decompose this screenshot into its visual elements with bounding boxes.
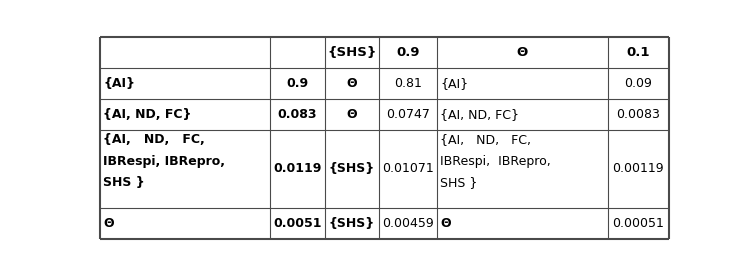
Text: {AI,   ND,   FC,
IBRespi,  IBRepro,
SHS }: {AI, ND, FC, IBRespi, IBRepro, SHS }: [440, 133, 551, 189]
Text: 0.00459: 0.00459: [382, 217, 433, 230]
Text: {SHS}: {SHS}: [327, 46, 376, 59]
Text: Θ: Θ: [517, 46, 528, 59]
Text: 0.1: 0.1: [626, 46, 650, 59]
Text: Θ: Θ: [346, 77, 357, 90]
Text: {AI}: {AI}: [103, 77, 135, 90]
Text: {AI, ND, FC}: {AI, ND, FC}: [103, 108, 191, 121]
Text: 0.083: 0.083: [278, 108, 317, 121]
Text: {AI,   ND,   FC,
IBRespi, IBRepro,
SHS }: {AI, ND, FC, IBRespi, IBRepro, SHS }: [103, 133, 225, 189]
Text: {AI, ND, FC}: {AI, ND, FC}: [440, 108, 520, 121]
Text: Θ: Θ: [440, 217, 451, 230]
Text: 0.81: 0.81: [394, 77, 422, 90]
Text: 0.00119: 0.00119: [613, 162, 664, 176]
Text: 0.9: 0.9: [286, 77, 308, 90]
Text: 0.0083: 0.0083: [616, 108, 660, 121]
Text: 0.0051: 0.0051: [273, 217, 322, 230]
Text: 0.0119: 0.0119: [273, 162, 322, 176]
Text: 0.01071: 0.01071: [382, 162, 433, 176]
Text: 0.00051: 0.00051: [613, 217, 664, 230]
Text: {SHS}: {SHS}: [328, 162, 375, 176]
Text: Θ: Θ: [346, 108, 357, 121]
Text: 0.9: 0.9: [396, 46, 420, 59]
Text: {SHS}: {SHS}: [328, 217, 375, 230]
Text: Θ: Θ: [103, 217, 114, 230]
Text: {AI}: {AI}: [440, 77, 469, 90]
Text: 0.0747: 0.0747: [386, 108, 430, 121]
Text: 0.09: 0.09: [625, 77, 652, 90]
